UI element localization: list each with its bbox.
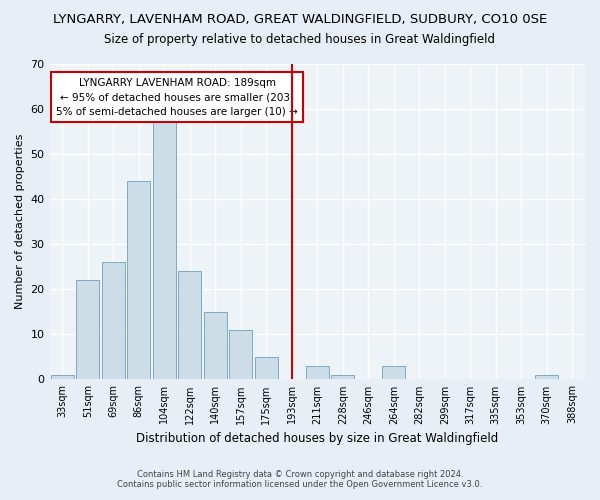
Bar xyxy=(331,375,354,380)
Bar xyxy=(535,375,558,380)
Text: LYNGARRY, LAVENHAM ROAD, GREAT WALDINGFIELD, SUDBURY, CO10 0SE: LYNGARRY, LAVENHAM ROAD, GREAT WALDINGFI… xyxy=(53,12,547,26)
Bar xyxy=(204,312,227,380)
X-axis label: Distribution of detached houses by size in Great Waldingfield: Distribution of detached houses by size … xyxy=(136,432,499,445)
Bar xyxy=(382,366,405,380)
Text: Size of property relative to detached houses in Great Waldingfield: Size of property relative to detached ho… xyxy=(104,32,496,46)
Text: Contains HM Land Registry data © Crown copyright and database right 2024.
Contai: Contains HM Land Registry data © Crown c… xyxy=(118,470,482,489)
Bar xyxy=(229,330,252,380)
Bar xyxy=(255,357,278,380)
Bar xyxy=(76,280,99,380)
Bar xyxy=(306,366,329,380)
Bar xyxy=(51,375,74,380)
Y-axis label: Number of detached properties: Number of detached properties xyxy=(15,134,25,310)
Text: LYNGARRY LAVENHAM ROAD: 189sqm
← 95% of detached houses are smaller (203)
5% of : LYNGARRY LAVENHAM ROAD: 189sqm ← 95% of … xyxy=(56,78,298,117)
Bar xyxy=(153,118,176,380)
Bar xyxy=(178,272,201,380)
Bar xyxy=(102,262,125,380)
Bar xyxy=(127,181,150,380)
